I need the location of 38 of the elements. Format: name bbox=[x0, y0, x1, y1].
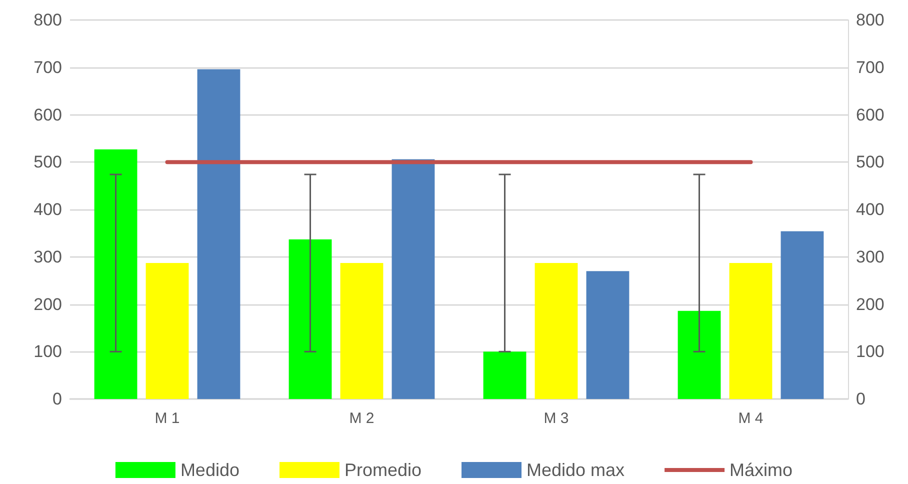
bar bbox=[94, 149, 138, 399]
y2-tick-label: 300 bbox=[856, 247, 884, 266]
bar bbox=[392, 159, 435, 399]
y2-tick-label: 500 bbox=[856, 152, 884, 172]
bar bbox=[678, 310, 721, 399]
y-tick-label: 300 bbox=[34, 247, 62, 266]
bar bbox=[340, 263, 384, 399]
y-tick-label: 200 bbox=[34, 294, 62, 314]
bar bbox=[780, 231, 824, 399]
y2-tick-label: 700 bbox=[856, 58, 884, 77]
y2-tick-label: 800 bbox=[856, 10, 884, 30]
legend-label: Promedio bbox=[344, 460, 422, 480]
y2-tick-label: 100 bbox=[856, 342, 884, 362]
bar bbox=[729, 263, 772, 399]
bar bbox=[146, 263, 189, 399]
legend-label: Máximo bbox=[730, 460, 793, 480]
y-tick-label: 600 bbox=[34, 105, 62, 124]
x-tick-label: M 3 bbox=[544, 410, 569, 427]
y2-tick-label: 600 bbox=[856, 105, 884, 124]
legend-label: Medido bbox=[180, 460, 240, 480]
legend-label: Medido max bbox=[526, 460, 625, 480]
x-tick-label: M 2 bbox=[349, 410, 374, 427]
y-tick-label: 800 bbox=[34, 10, 62, 30]
y-tick-label: 400 bbox=[34, 200, 62, 219]
bar bbox=[197, 69, 240, 399]
bar bbox=[288, 239, 332, 399]
bar bbox=[534, 263, 578, 399]
bar bbox=[483, 352, 526, 399]
y-tick-label: 0 bbox=[52, 390, 62, 408]
y2-tick-label: 200 bbox=[856, 294, 884, 314]
y2-tick-label: 0 bbox=[856, 390, 866, 408]
x-tick-label: M 4 bbox=[738, 410, 764, 427]
y-tick-label: 100 bbox=[34, 342, 62, 362]
y-tick-label: 500 bbox=[34, 152, 62, 172]
bar bbox=[586, 271, 630, 399]
x-tick-label: M 1 bbox=[154, 410, 180, 427]
y-tick-label: 700 bbox=[34, 58, 62, 77]
y2-tick-label: 400 bbox=[856, 200, 884, 219]
